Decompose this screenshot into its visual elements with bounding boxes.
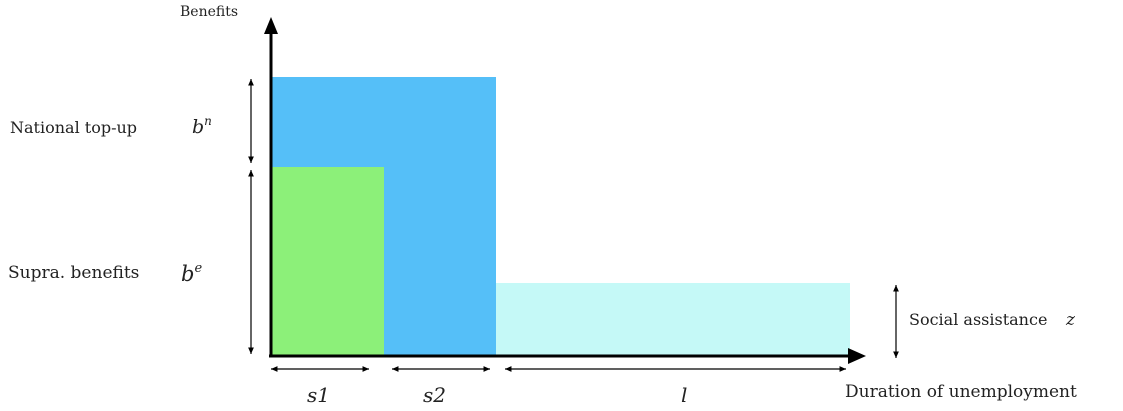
x-axis-label: Duration of unemployment — [845, 382, 1077, 402]
national-topup-label: National top-up — [10, 118, 137, 137]
x-axis-arrowhead — [848, 348, 866, 364]
supra-benefits-symbol: be — [181, 261, 202, 286]
national-topup-symbol: bn — [192, 114, 212, 138]
s1-label: s1 — [307, 383, 330, 407]
supra-benefits-label: Supra. benefits — [8, 263, 139, 283]
social-assistance-region — [496, 283, 850, 356]
y-axis-label: Benefits — [180, 4, 238, 20]
supra-benefits-region — [271, 167, 384, 356]
s2-label: s2 — [423, 383, 446, 407]
social-assistance-label: Social assistance — [909, 310, 1047, 329]
y-axis-arrowhead — [264, 17, 278, 34]
l-label: l — [681, 383, 687, 407]
social-assistance-symbol: z — [1065, 310, 1076, 330]
